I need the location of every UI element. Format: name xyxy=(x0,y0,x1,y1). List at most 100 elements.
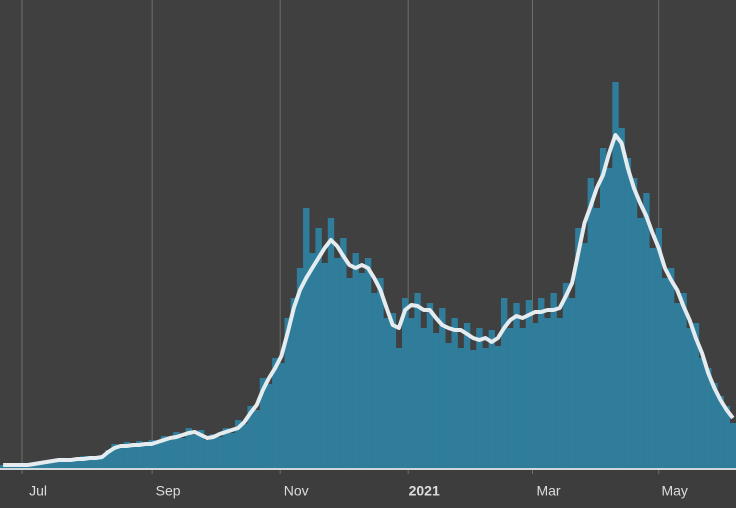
bar xyxy=(637,218,644,468)
bar xyxy=(692,323,700,468)
moving-average-line xyxy=(3,133,735,467)
bar xyxy=(556,318,564,468)
bar xyxy=(649,248,656,468)
bar xyxy=(364,258,372,468)
bar xyxy=(129,447,137,468)
bar xyxy=(587,178,594,468)
bar xyxy=(315,228,322,468)
bar xyxy=(581,243,588,468)
x-tick-label: Nov xyxy=(284,483,309,499)
bar xyxy=(259,378,267,468)
bar xyxy=(43,461,50,468)
bar xyxy=(346,278,353,468)
bar xyxy=(333,258,341,468)
bar xyxy=(105,450,112,468)
bar xyxy=(674,303,681,468)
bar xyxy=(327,218,335,468)
bar xyxy=(228,433,236,468)
bar xyxy=(154,443,162,468)
bar xyxy=(92,456,100,468)
bar xyxy=(538,298,545,468)
bar xyxy=(74,460,81,468)
bar xyxy=(439,308,446,468)
bar xyxy=(265,384,273,468)
bar xyxy=(680,293,687,468)
bar xyxy=(216,437,223,468)
bar xyxy=(531,323,539,468)
bar xyxy=(519,328,526,468)
bar xyxy=(606,168,613,468)
bar xyxy=(303,208,310,468)
bar xyxy=(204,440,211,468)
bar xyxy=(142,446,149,468)
bar xyxy=(340,238,347,468)
bar xyxy=(661,278,669,468)
bar xyxy=(352,253,359,468)
bar xyxy=(68,458,75,468)
bar xyxy=(166,440,174,468)
bar xyxy=(686,328,693,468)
bar xyxy=(711,383,718,468)
bar xyxy=(494,346,502,468)
bar xyxy=(86,459,93,468)
bar xyxy=(210,434,217,468)
bar xyxy=(321,263,328,468)
bar xyxy=(408,318,415,468)
bar xyxy=(643,193,650,468)
bar xyxy=(729,423,736,468)
x-tick-label: Jul xyxy=(29,483,47,499)
bar xyxy=(173,432,180,468)
x-tick-label: Mar xyxy=(536,483,560,499)
bar xyxy=(420,328,427,468)
bar xyxy=(599,148,607,468)
x-tick-label: 2021 xyxy=(409,483,440,499)
bar xyxy=(723,406,731,468)
bar xyxy=(550,293,557,468)
bar xyxy=(562,283,570,468)
bar xyxy=(111,444,118,468)
bar xyxy=(463,323,471,468)
bar xyxy=(445,343,452,468)
bar xyxy=(698,358,706,468)
bar xyxy=(457,348,465,468)
bar xyxy=(451,318,458,468)
bar xyxy=(309,253,316,468)
bar xyxy=(136,441,143,468)
bar xyxy=(371,293,378,468)
bar xyxy=(61,460,69,468)
bar xyxy=(414,293,421,468)
bar xyxy=(575,228,582,468)
bar xyxy=(389,313,397,468)
bar xyxy=(222,428,230,468)
bar xyxy=(717,396,724,468)
bar xyxy=(544,318,551,468)
bar xyxy=(160,436,168,468)
bar xyxy=(630,178,638,468)
bar xyxy=(655,228,662,468)
bar xyxy=(432,333,440,468)
bar xyxy=(470,350,477,468)
x-tick-label: Sep xyxy=(156,483,181,499)
bar xyxy=(185,428,192,468)
bar xyxy=(253,410,260,468)
bar xyxy=(667,268,675,468)
bar xyxy=(117,448,124,468)
bar xyxy=(525,300,533,468)
bar xyxy=(191,435,199,468)
bar xyxy=(148,440,155,468)
bar xyxy=(272,358,279,468)
x-tick-label: May xyxy=(661,483,687,499)
bar xyxy=(624,158,632,468)
bar xyxy=(358,273,366,468)
bar xyxy=(488,330,495,468)
bar xyxy=(569,298,576,468)
bar xyxy=(513,303,520,468)
bar xyxy=(507,328,514,468)
bar xyxy=(383,318,390,468)
bar xyxy=(98,457,106,468)
bar xyxy=(241,424,248,468)
bar xyxy=(705,368,712,468)
bar xyxy=(593,208,601,468)
